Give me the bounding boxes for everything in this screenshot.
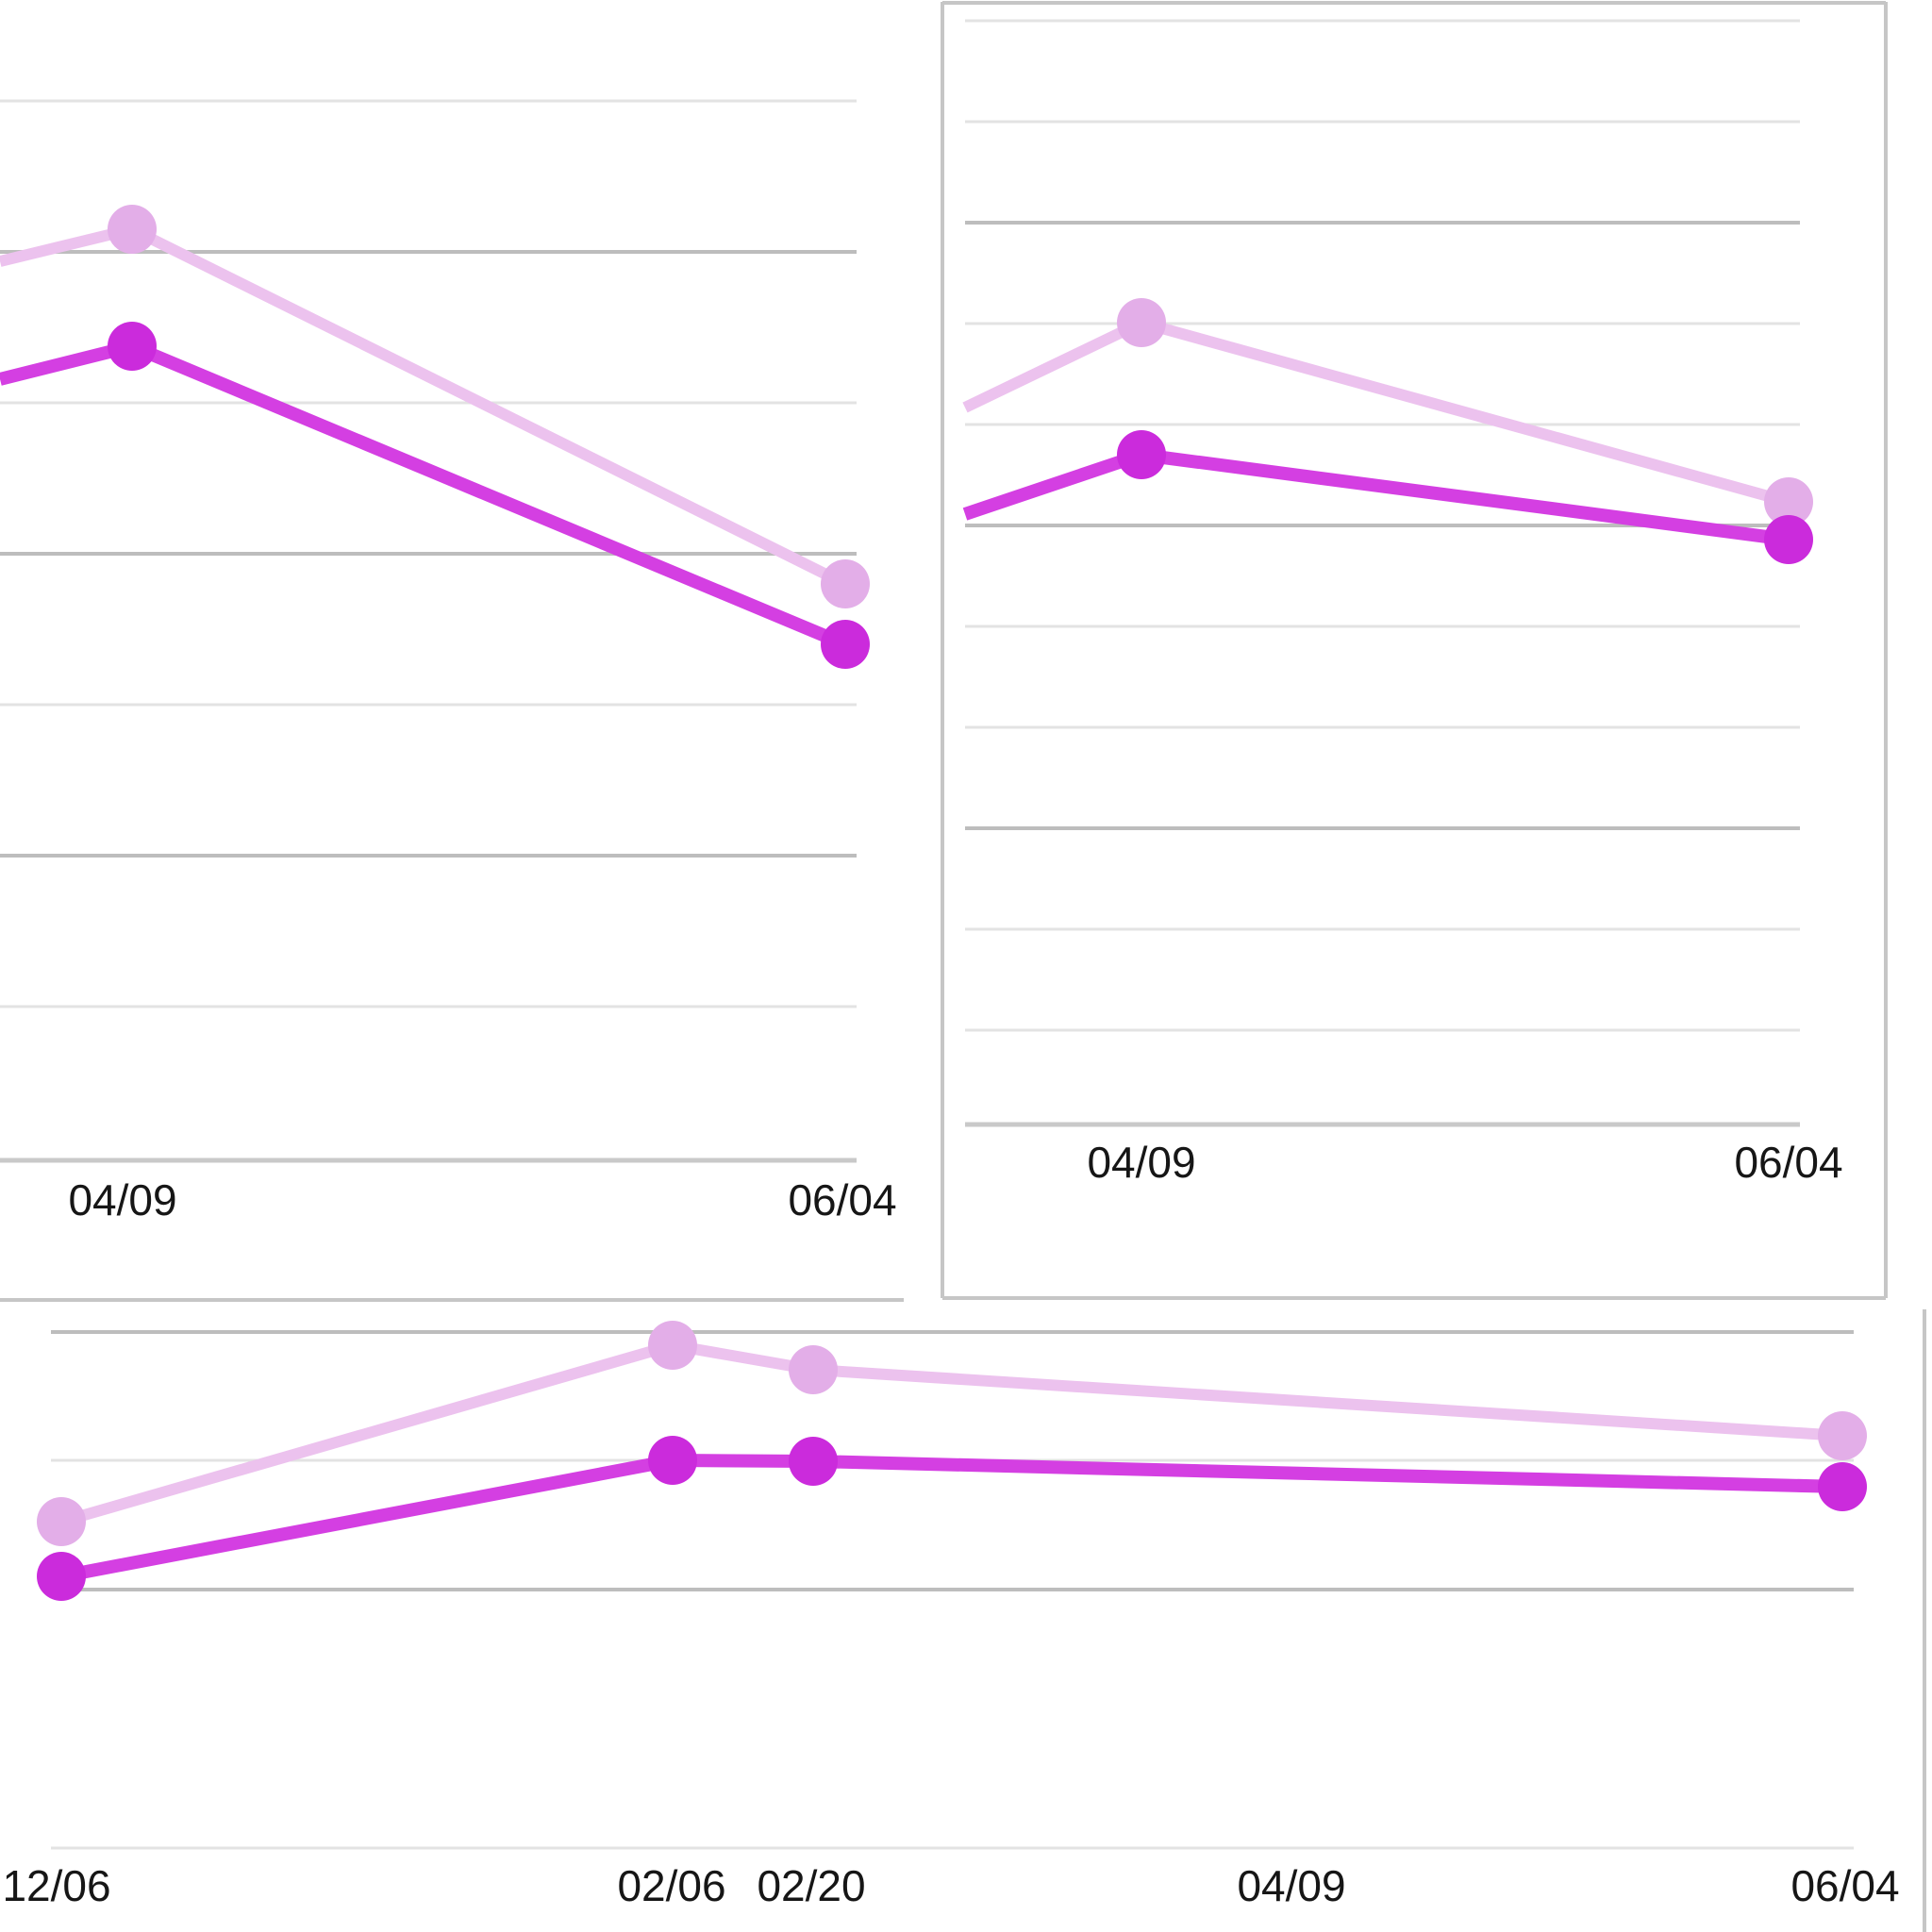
x-axis-tick-label: 06/04 <box>788 1175 896 1224</box>
magenta-series-point <box>1764 515 1813 564</box>
light-pink-series-point <box>648 1321 697 1370</box>
magenta-series-point <box>789 1437 838 1486</box>
x-axis-tick-label: 06/04 <box>1790 1861 1899 1910</box>
x-axis-tick-label: 02/06 <box>617 1861 725 1910</box>
magenta-series-point <box>37 1552 86 1601</box>
light-pink-series-point <box>1818 1411 1867 1460</box>
magenta-series-point <box>108 322 157 371</box>
light-pink-series-point <box>37 1497 86 1546</box>
magenta-series-line <box>0 340 848 651</box>
x-axis-tick-label: 04/09 <box>1237 1861 1345 1910</box>
magenta-series-point <box>1117 430 1166 479</box>
magenta-series-point <box>648 1436 697 1485</box>
magenta-series-point <box>1818 1462 1867 1511</box>
light-pink-series-line <box>59 1340 1843 1527</box>
magenta-series-line <box>59 1454 1843 1583</box>
chart-top-left: 04/09 06/04 <box>0 99 904 1302</box>
light-pink-series-point <box>1764 477 1813 526</box>
x-axis-tick-label: 12/06 <box>2 1861 110 1910</box>
chart-bottom: 12/06 02/06 02/20 04/09 06/04 <box>2 1309 1926 1932</box>
light-pink-series-line <box>0 224 848 590</box>
light-pink-series-point <box>789 1345 838 1394</box>
x-axis-tick-label: 02/20 <box>757 1861 865 1910</box>
chart-top-right: 04/09 06/04 <box>941 1 1888 1300</box>
x-axis-tick-label: 04/09 <box>68 1175 176 1224</box>
light-pink-series-point <box>108 205 157 254</box>
x-axis-tick-label: 04/09 <box>1087 1138 1195 1187</box>
light-pink-series-point <box>1117 298 1166 347</box>
light-pink-series-point <box>821 559 870 608</box>
magenta-series-point <box>821 620 870 669</box>
x-axis-tick-label: 06/04 <box>1734 1138 1842 1187</box>
